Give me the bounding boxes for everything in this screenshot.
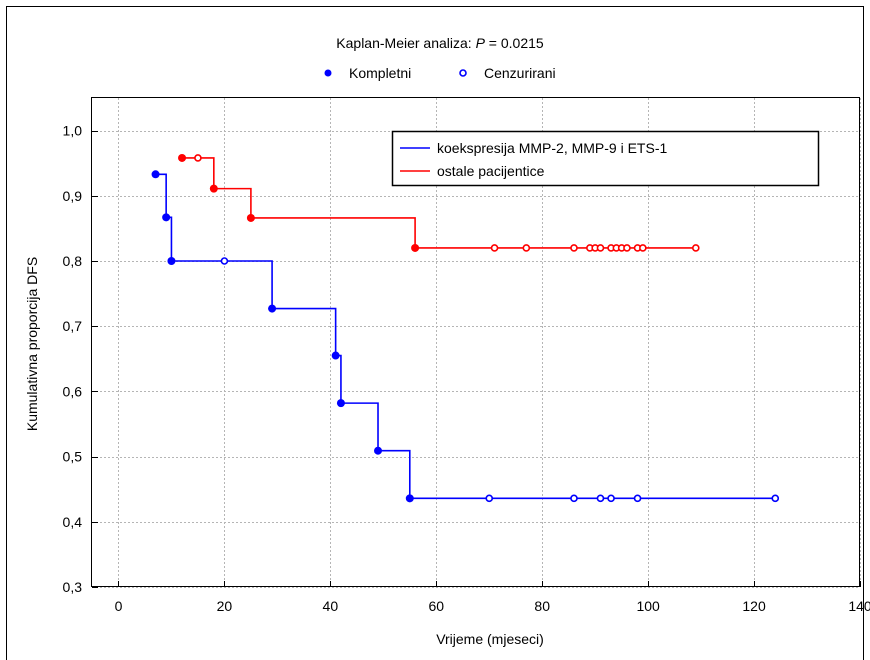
- event-point: [405, 494, 414, 503]
- y-axis-label: Kumulativna proporcija DFS: [24, 257, 40, 431]
- legend-censored-marker: [459, 69, 467, 77]
- censored-point: [220, 257, 229, 265]
- legend-censored-label: Cenzurirani: [484, 65, 556, 81]
- censored-point: [607, 494, 615, 503]
- censored-point: [639, 244, 647, 252]
- censored-point: [194, 154, 202, 162]
- event-point: [336, 399, 345, 408]
- censored-point: [522, 244, 531, 252]
- censored-point: [570, 244, 578, 252]
- y-tick-label: 0,4: [63, 514, 83, 530]
- censored-point: [771, 494, 780, 503]
- x-tick-label: 140: [848, 598, 870, 614]
- x-tick-label: 120: [742, 598, 766, 614]
- event-point: [246, 213, 255, 222]
- event-point: [209, 184, 218, 193]
- x-tick-label: 20: [217, 598, 233, 614]
- y-tick-label: 0,7: [63, 318, 83, 334]
- x-tick-label: 40: [323, 598, 339, 614]
- legend-label-series-2: ostale pacijentice: [437, 163, 545, 179]
- event-point: [162, 213, 171, 222]
- axis-ticks: 0 20 40 60 80 100 120 140 0,3 0,4 0,5 0,6 0,7 0,8 0,9 1…: [63, 123, 870, 614]
- series-1: [151, 170, 780, 503]
- x-tick-label: 0: [115, 598, 123, 614]
- event-point: [178, 153, 187, 162]
- event-point: [151, 170, 160, 179]
- censored-point: [596, 494, 605, 503]
- marker-legend: Kompletni Cenzurirani: [324, 65, 556, 81]
- x-axis-label: Vrijeme (mjeseci): [436, 631, 544, 647]
- censored-point: [596, 244, 605, 252]
- censored-point: [623, 244, 631, 252]
- censored-point: [490, 244, 499, 252]
- censored-point: [485, 494, 494, 503]
- event-point: [167, 257, 176, 265]
- y-tick-label: 0,9: [63, 188, 83, 204]
- censored-point: [692, 244, 700, 252]
- series-2: [178, 153, 700, 252]
- censored-point: [633, 494, 642, 503]
- y-tick-label: 0,8: [63, 253, 83, 269]
- y-tick-label: 1,0: [63, 123, 83, 139]
- legend-box: [391, 130, 820, 187]
- legend-complete-label: Kompletni: [349, 65, 411, 81]
- y-tick-label: 0,3: [63, 579, 83, 595]
- event-point: [411, 243, 420, 252]
- event-point: [374, 446, 383, 455]
- legend-label-series-1: koekspresija MMP-2, MMP-9 i ETS-1: [437, 140, 667, 156]
- grid: [92, 98, 861, 588]
- chart-title: Kaplan-Meier analiza: P = 0.0215: [336, 35, 544, 51]
- legend-complete-marker: [324, 69, 332, 77]
- x-tick-label: 60: [428, 598, 444, 614]
- x-tick-label: 80: [534, 598, 550, 614]
- x-tick-label: 100: [636, 598, 660, 614]
- series-legend: koekspresija MMP-2, MMP-9 i ETS-1 ostale…: [391, 130, 820, 187]
- event-point: [268, 304, 277, 313]
- series: [151, 153, 780, 503]
- event-point: [331, 351, 340, 360]
- censored-point: [570, 494, 578, 503]
- y-tick-label: 0,6: [63, 383, 83, 399]
- series-2-line: [182, 157, 696, 249]
- y-tick-label: 0,5: [63, 449, 83, 465]
